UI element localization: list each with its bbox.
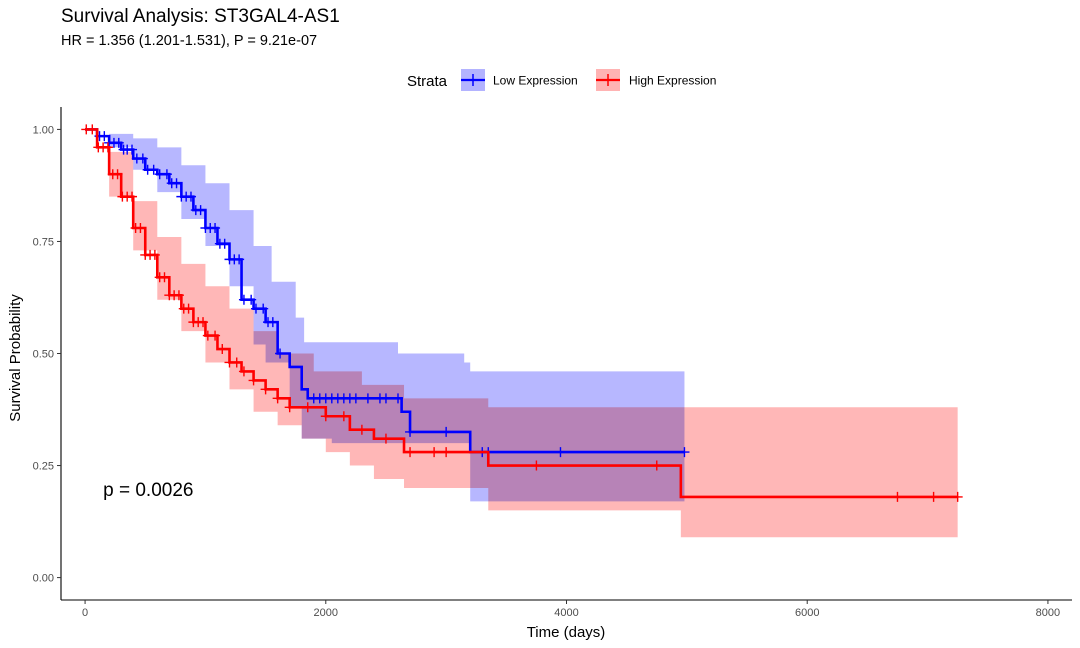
censor-mark-high	[217, 344, 228, 355]
censor-mark-high	[441, 447, 452, 458]
censor-mark-low	[234, 254, 245, 265]
censor-mark-high	[127, 191, 138, 202]
censor-mark-low	[99, 131, 110, 142]
legend-label-low: Low Expression	[493, 74, 578, 88]
y-tick-label: 0.25	[33, 461, 54, 473]
censor-mark-low	[171, 178, 182, 189]
censor-mark-low	[380, 393, 391, 404]
censor-mark-high	[928, 491, 939, 502]
censor-mark-high	[380, 433, 391, 444]
censor-mark-low	[246, 294, 257, 305]
censor-mark-high	[135, 223, 146, 234]
y-axis-title: Survival Probability	[7, 294, 24, 422]
censor-mark-low	[210, 223, 221, 234]
legend-item-low: Low Expression	[461, 69, 578, 91]
censor-mark-low	[679, 447, 690, 458]
censor-mark-low	[441, 426, 452, 437]
x-tick-label: 8000	[1036, 607, 1060, 619]
censor-mark-low	[267, 317, 278, 328]
censor-mark-high	[159, 272, 170, 283]
censor-mark-high	[531, 460, 542, 471]
censor-mark-high	[248, 375, 259, 386]
censor-mark-high	[198, 317, 209, 328]
censor-mark-high	[87, 124, 98, 135]
chart-title: Survival Analysis: ST3GAL4-AS1	[61, 6, 340, 27]
censor-mark-high	[272, 393, 283, 404]
censor-mark-low	[350, 393, 361, 404]
censor-mark-high	[284, 402, 295, 413]
y-tick-label: 1.00	[33, 124, 54, 136]
censor-mark-high	[102, 142, 113, 153]
censor-mark-high	[320, 411, 331, 422]
legend-item-high: High Expression	[596, 69, 716, 91]
censor-mark-low	[258, 303, 269, 314]
censor-mark-low	[555, 447, 566, 458]
censor-mark-high	[892, 491, 903, 502]
y-tick-label: 0.00	[33, 573, 54, 585]
censor-mark-low	[219, 238, 230, 249]
censor-mark-high	[183, 303, 194, 314]
x-tick-label: 2000	[314, 607, 338, 619]
censor-mark-high	[260, 384, 271, 395]
censor-mark-high	[238, 366, 249, 377]
y-tick-label: 0.75	[33, 236, 54, 248]
censor-mark-high	[149, 249, 160, 260]
censor-mark-high	[210, 330, 221, 341]
chart-subtitle: HR = 1.356 (1.201-1.531), P = 9.21e-07	[61, 33, 318, 49]
y-tick-label: 0.50	[33, 349, 54, 361]
ci-band-high	[85, 129, 958, 538]
censor-mark-low	[195, 205, 206, 216]
x-tick-label: 4000	[554, 607, 578, 619]
censor-mark-low	[275, 348, 286, 359]
censor-mark-low	[362, 393, 373, 404]
p-value-annotation: p = 0.0026	[103, 480, 193, 501]
censor-mark-low	[137, 153, 148, 164]
censor-mark-high	[112, 169, 123, 180]
censor-mark-high	[952, 491, 963, 502]
censor-mark-high	[338, 411, 349, 422]
censor-mark-high	[429, 447, 440, 458]
legend-title: Strata	[407, 73, 448, 90]
censor-mark-low	[185, 191, 196, 202]
censor-mark-low	[393, 393, 403, 404]
plot-area	[81, 124, 963, 538]
censor-mark-low	[161, 169, 172, 180]
censor-mark-low	[148, 164, 159, 175]
x-tick-label: 0	[82, 607, 88, 619]
censor-mark-high	[651, 460, 662, 471]
censor-mark-high	[356, 424, 367, 435]
censor-mark-low	[113, 137, 124, 148]
censor-mark-low	[405, 426, 416, 437]
axes: 0 2000 4000 6000 8000 0.00 0.25 0.50 0.75 1.00	[33, 124, 1061, 619]
censor-mark-high	[405, 447, 416, 458]
x-axis-title: Time (days)	[527, 624, 606, 641]
censor-mark-high	[231, 357, 242, 368]
legend-label-high: High Expression	[629, 74, 716, 88]
censor-mark-low	[127, 144, 138, 155]
survival-curve-high	[85, 128, 958, 499]
censor-mark-high	[173, 290, 184, 301]
censor-mark-high	[302, 402, 313, 413]
legend: Strata Low Expression High Expression	[407, 69, 716, 91]
x-tick-label: 6000	[795, 607, 819, 619]
